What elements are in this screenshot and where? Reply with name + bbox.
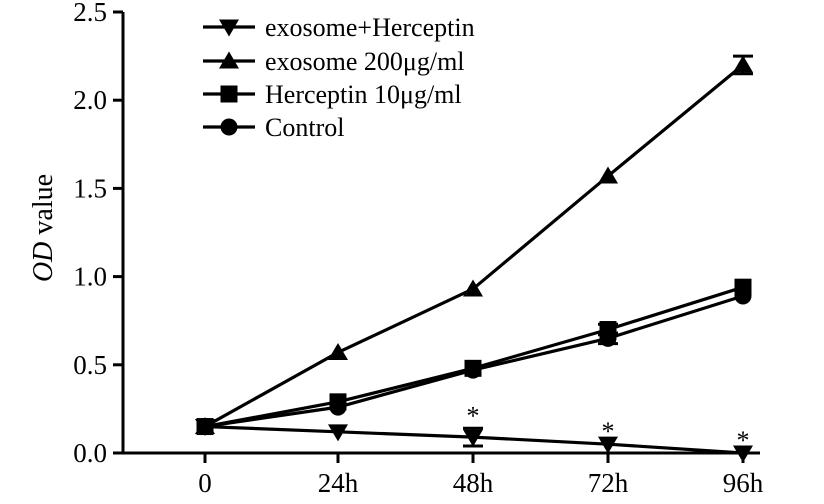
- x-tick-label: 0: [198, 468, 212, 498]
- marker-triangle-down: [219, 19, 239, 37]
- marker-circle: [734, 287, 752, 305]
- marker-circle: [329, 398, 347, 416]
- marker-circle: [464, 361, 482, 379]
- y-tick-label: 2.0: [73, 85, 107, 115]
- significance-mark: *: [737, 426, 750, 455]
- marker-circle: [196, 418, 214, 436]
- y-axis-title-rest: value: [28, 174, 59, 242]
- y-tick-label: 1.0: [73, 262, 107, 292]
- significance-mark: *: [602, 417, 615, 446]
- series-circle: [196, 287, 752, 436]
- legend-label: exosome+Herceptin: [265, 13, 475, 42]
- marker-triangle-down: [733, 445, 753, 463]
- x-tick-label: 48h: [453, 468, 494, 498]
- x-tick-label: 96h: [723, 468, 764, 498]
- legend: exosome+Herceptin exosome 200μg/ml Hercept…: [203, 13, 475, 142]
- marker-circle: [599, 329, 617, 347]
- y-tick-label: 2.5: [73, 0, 107, 27]
- marker-triangle-up: [219, 51, 239, 69]
- x-tick-label: 72h: [588, 468, 629, 498]
- marker-square: [220, 85, 238, 103]
- marker-triangle-down: [328, 424, 348, 442]
- axes: 0.0 0.5 1.0 1.5 2.0 2.5 0 24h 48h 72h 96h: [73, 0, 764, 498]
- significance-mark: *: [467, 401, 480, 430]
- marker-circle: [220, 118, 238, 136]
- marker-triangle-down: [598, 436, 618, 454]
- marker-triangle-up: [733, 55, 753, 73]
- series-layer: * * *: [195, 54, 753, 463]
- legend-label: exosome 200μg/ml: [265, 47, 465, 76]
- legend-item: Control: [203, 113, 344, 142]
- marker-triangle-up: [328, 342, 348, 360]
- y-tick-label: 0.5: [73, 350, 107, 380]
- legend-item: exosome+Herceptin: [203, 13, 475, 42]
- y-tick-label: 0.0: [73, 438, 107, 468]
- marker-triangle-down: [463, 429, 483, 447]
- y-axis-title: OD value: [28, 174, 59, 282]
- marker-triangle-up: [463, 279, 483, 297]
- marker-triangle-up: [598, 166, 618, 184]
- legend-item: exosome 200μg/ml: [203, 47, 465, 76]
- legend-label: Control: [265, 113, 344, 142]
- legend-label: Herceptin 10μg/ml: [265, 80, 462, 109]
- legend-item: Herceptin 10μg/ml: [203, 80, 462, 109]
- y-tick-label: 1.5: [73, 173, 107, 203]
- y-axis-title-italic: OD: [28, 242, 59, 282]
- x-tick-label: 24h: [318, 468, 359, 498]
